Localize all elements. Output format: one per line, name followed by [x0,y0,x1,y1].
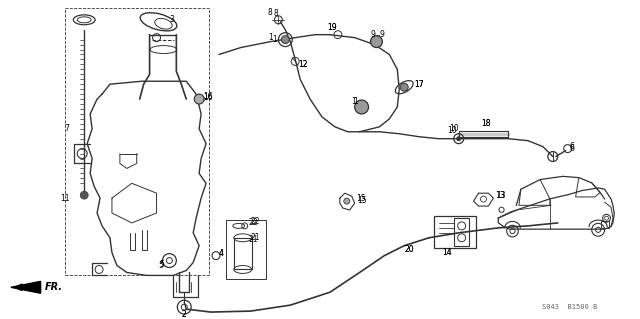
Bar [434,216,476,248]
Circle shape [282,36,289,44]
Text: FR.: FR. [45,282,63,292]
Text: 5: 5 [159,261,163,270]
Text: 6: 6 [570,142,575,151]
Circle shape [194,94,204,104]
Bar [602,221,609,228]
Text: 17: 17 [414,80,424,89]
Text: 13: 13 [497,191,506,200]
Text: 17: 17 [414,80,424,89]
Text: 15: 15 [356,194,366,203]
Text: 20: 20 [404,245,414,254]
Text: 10: 10 [447,126,456,135]
Bar [226,220,266,279]
Text: 1: 1 [351,97,356,106]
Text: 11: 11 [60,194,70,203]
Text: 22: 22 [249,219,258,227]
Text: 20: 20 [404,245,414,254]
Text: 14: 14 [442,248,452,257]
Text: 16: 16 [203,93,212,101]
Text: 1: 1 [353,97,358,106]
Text: 5: 5 [159,260,164,269]
Text: 10: 10 [449,124,458,133]
Circle shape [355,100,369,114]
Text: 4: 4 [219,249,224,258]
Text: 4: 4 [219,249,224,258]
Text: 13: 13 [495,191,505,200]
Bar [454,218,468,246]
Bar [65,8,209,275]
Text: 12: 12 [298,60,308,69]
Text: 1: 1 [269,33,273,42]
Text: 14: 14 [442,248,452,257]
Text: 9: 9 [370,30,375,39]
Text: 7: 7 [65,124,69,133]
Text: 21: 21 [249,235,258,244]
Text: S043  B1500 B: S043 B1500 B [542,304,597,310]
Text: 9: 9 [380,30,384,39]
Circle shape [80,191,88,199]
Text: 22: 22 [251,218,260,226]
Bar [234,238,252,270]
Text: 21: 21 [251,233,260,242]
Circle shape [400,83,408,91]
Text: 19: 19 [327,23,337,32]
Polygon shape [11,281,40,293]
Text: 16: 16 [203,92,212,100]
Text: 2: 2 [182,309,187,319]
Text: 19: 19 [327,23,337,32]
Text: 15: 15 [358,196,367,204]
Text: 6: 6 [570,144,575,153]
Circle shape [371,36,383,48]
Text: 8: 8 [273,9,278,19]
Text: 18: 18 [482,119,491,128]
Text: 12: 12 [298,60,308,69]
Text: 2: 2 [182,309,187,319]
Text: 1: 1 [273,35,277,44]
Circle shape [457,137,461,141]
Text: 8: 8 [268,8,273,17]
Text: 3: 3 [170,15,174,24]
Text: 18: 18 [482,119,491,128]
Circle shape [344,198,349,204]
